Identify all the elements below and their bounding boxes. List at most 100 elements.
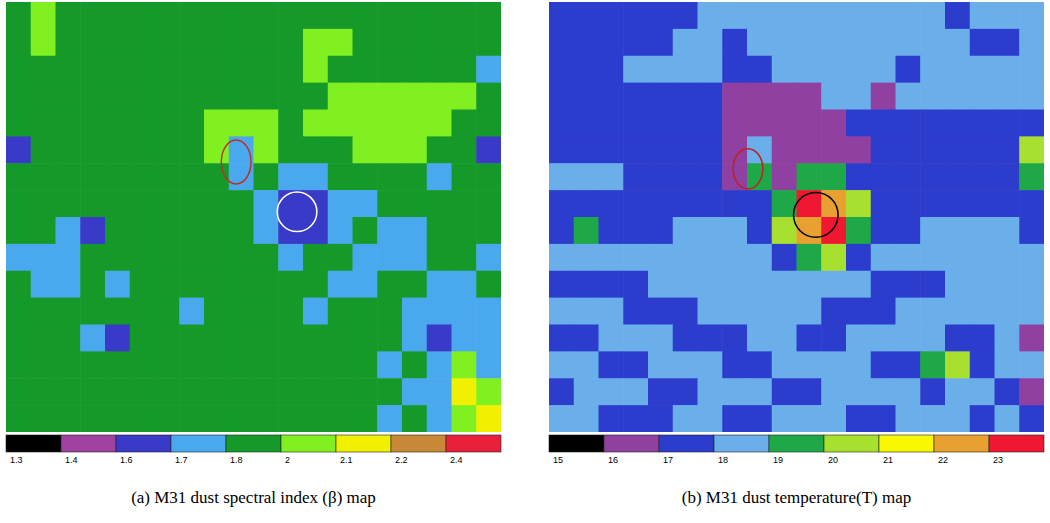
colorbar-tick-label: 18	[718, 455, 728, 465]
colorbar-tick-label: 20	[828, 455, 838, 465]
heatmap-cell	[80, 244, 105, 271]
heatmap-cell	[945, 56, 970, 83]
heatmap-cell	[574, 2, 599, 29]
heatmap-cell	[254, 2, 279, 29]
heatmap-cell	[402, 190, 427, 217]
heatmap-cell	[204, 298, 229, 325]
heatmap-cell	[772, 378, 797, 405]
heatmap-cell	[747, 136, 772, 163]
heatmap-cell	[6, 56, 31, 83]
heatmap-cell	[204, 271, 229, 298]
heatmap-cell	[599, 2, 624, 29]
heatmap-cell	[549, 163, 574, 190]
heatmap-cell	[920, 351, 945, 378]
heatmap-cell	[846, 351, 871, 378]
heatmap-cell	[155, 378, 180, 405]
heatmap-cell	[797, 325, 822, 352]
heatmap-cell	[278, 244, 303, 271]
heatmap-cell	[377, 405, 402, 432]
heatmap-cell	[105, 29, 130, 56]
heatmap-cell	[31, 190, 56, 217]
heatmap-cell	[574, 378, 599, 405]
heatmap-cell	[254, 298, 279, 325]
heatmap-cell	[56, 136, 81, 163]
heatmap-cell	[80, 405, 105, 432]
heatmap-cell	[476, 298, 501, 325]
heatmap-cell	[328, 405, 353, 432]
heatmap-cell	[970, 56, 995, 83]
heatmap-cell	[722, 217, 747, 244]
heatmap-cell	[599, 378, 624, 405]
heatmap-cell	[155, 83, 180, 110]
heatmap-cell	[476, 325, 501, 352]
heatmap-cell	[747, 378, 772, 405]
heatmap-cell	[130, 163, 155, 190]
colorbar-tick-label: 1.6	[120, 455, 133, 465]
heatmap-cell	[476, 217, 501, 244]
heatmap-cell	[452, 271, 477, 298]
heatmap-cell	[920, 298, 945, 325]
heatmap-cell	[427, 136, 452, 163]
heatmap-cell	[623, 271, 648, 298]
colorbar-tick-label: 19	[773, 455, 783, 465]
heatmap-cell	[747, 2, 772, 29]
heatmap-cell	[130, 298, 155, 325]
heatmap-cell	[80, 110, 105, 137]
heatmap-cell	[80, 378, 105, 405]
heatmap-cell	[155, 110, 180, 137]
heatmap-cell	[278, 56, 303, 83]
heatmap-cell	[427, 378, 452, 405]
heatmap-cell	[747, 325, 772, 352]
heatmap-cell	[353, 56, 378, 83]
region-circle	[733, 149, 763, 189]
heatmap-cell	[427, 298, 452, 325]
heatmap-cell	[945, 351, 970, 378]
heatmap-cell	[797, 110, 822, 137]
heatmap-cell	[452, 190, 477, 217]
heatmap-cell	[549, 56, 574, 83]
heatmap-cell	[747, 351, 772, 378]
heatmap-cell	[476, 351, 501, 378]
heatmap-cell	[204, 378, 229, 405]
heatmap-cell	[155, 405, 180, 432]
heatmap-cell	[896, 190, 921, 217]
heatmap-cell	[821, 83, 846, 110]
heatmap-cell	[427, 271, 452, 298]
colorbar-tick-label: 1.3	[10, 455, 23, 465]
heatmap-cell	[377, 190, 402, 217]
heatmap-cell	[673, 136, 698, 163]
heatmap-cell	[204, 351, 229, 378]
heatmap-cell	[821, 244, 846, 271]
heatmap-cell	[204, 325, 229, 352]
colorbar-tick-label: 2.1	[340, 455, 353, 465]
heatmap-cell	[353, 2, 378, 29]
heatmap-cell	[31, 271, 56, 298]
heatmap-cell	[105, 378, 130, 405]
colorbar-segment	[549, 435, 604, 452]
heatmap-cell	[623, 56, 648, 83]
heatmap-cell	[377, 244, 402, 271]
heatmap-cell	[648, 190, 673, 217]
heatmap-cell	[772, 244, 797, 271]
heatmap-cell	[303, 83, 328, 110]
heatmap-cell	[920, 190, 945, 217]
colorbar-segment	[659, 435, 714, 452]
heatmap-cell	[402, 405, 427, 432]
heatmap-cell	[278, 2, 303, 29]
heatmap-cell	[105, 56, 130, 83]
heatmap-cell	[747, 190, 772, 217]
heatmap-cell	[945, 217, 970, 244]
heatmap-cell	[105, 244, 130, 271]
heatmap-cell	[698, 325, 723, 352]
heatmap-cell	[452, 244, 477, 271]
heatmap-cell	[402, 110, 427, 137]
heatmap-cell	[747, 405, 772, 432]
heatmap-cell	[623, 136, 648, 163]
heatmap-cell	[402, 56, 427, 83]
heatmap-cell	[772, 217, 797, 244]
heatmap-cell	[328, 56, 353, 83]
heatmap-cell	[179, 244, 204, 271]
heatmap-cell	[31, 110, 56, 137]
heatmap-cell	[1019, 217, 1044, 244]
heatmap-cell	[1019, 56, 1044, 83]
